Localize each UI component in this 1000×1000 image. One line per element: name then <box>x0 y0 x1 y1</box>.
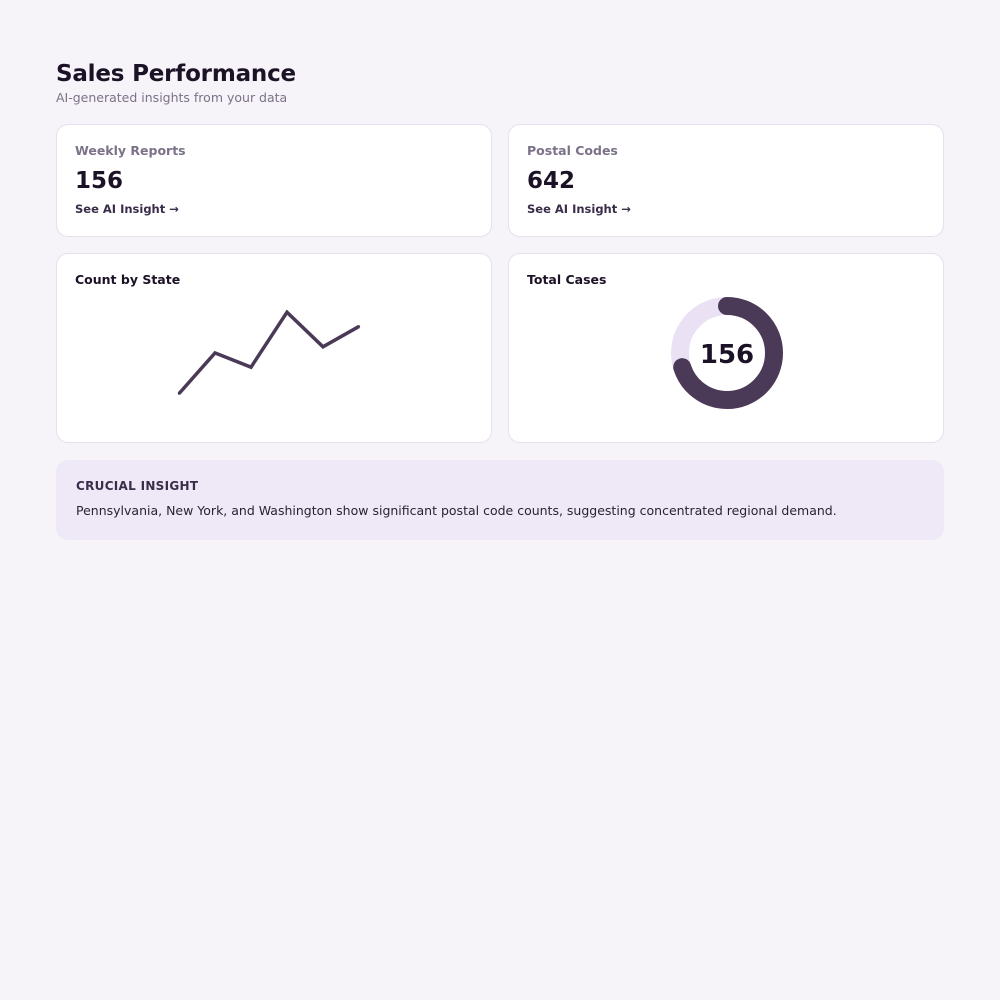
chart-row: Count by State Total Cases 156 <box>56 253 944 443</box>
kpi-value: 642 <box>527 168 576 194</box>
line-chart-card: Count by State <box>56 253 492 443</box>
see-ai-insight-link[interactable]: See AI Insight → <box>527 202 631 216</box>
page-title: Sales Performance <box>56 61 296 87</box>
line-point-6 <box>357 325 361 328</box>
insight-heading: CRUCIAL INSIGHT <box>76 479 199 493</box>
chart-title: Count by State <box>75 272 181 287</box>
chart-title: Total Cases <box>527 272 607 287</box>
line-series <box>177 309 360 395</box>
donut-center-value: 156 <box>700 340 754 370</box>
page-subtitle: AI-generated insights from your data <box>56 90 288 105</box>
kpi-label: Weekly Reports <box>75 143 186 158</box>
line-point-4 <box>285 310 289 314</box>
kpi-card-postal-codes: Postal Codes 642 See AI Insight → <box>508 124 944 237</box>
donut-chart: 156 <box>671 297 783 409</box>
kpi-value: 156 <box>75 168 124 194</box>
donut-slice-filled <box>671 297 783 409</box>
line-chart <box>177 309 361 395</box>
insight-panel: CRUCIAL INSIGHT Pennsylvania, New York, … <box>56 460 944 540</box>
kpi-label: Postal Codes <box>527 143 618 158</box>
line-point-2 <box>213 351 217 355</box>
donut-chart-card: Total Cases 156 <box>508 253 944 443</box>
see-ai-insight-link[interactable]: See AI Insight → <box>75 202 179 216</box>
line-point-3 <box>249 365 253 369</box>
kpi-row: Weekly Reports 156 See AI Insight → Post… <box>56 124 944 237</box>
line-point-5 <box>321 345 325 348</box>
insight-text: Pennsylvania, New York, and Washington s… <box>76 503 837 518</box>
kpi-card-weekly-reports: Weekly Reports 156 See AI Insight → <box>56 124 492 237</box>
dashboard: Sales Performance AI-generated insights … <box>56 60 944 540</box>
line-point-1 <box>177 392 181 395</box>
